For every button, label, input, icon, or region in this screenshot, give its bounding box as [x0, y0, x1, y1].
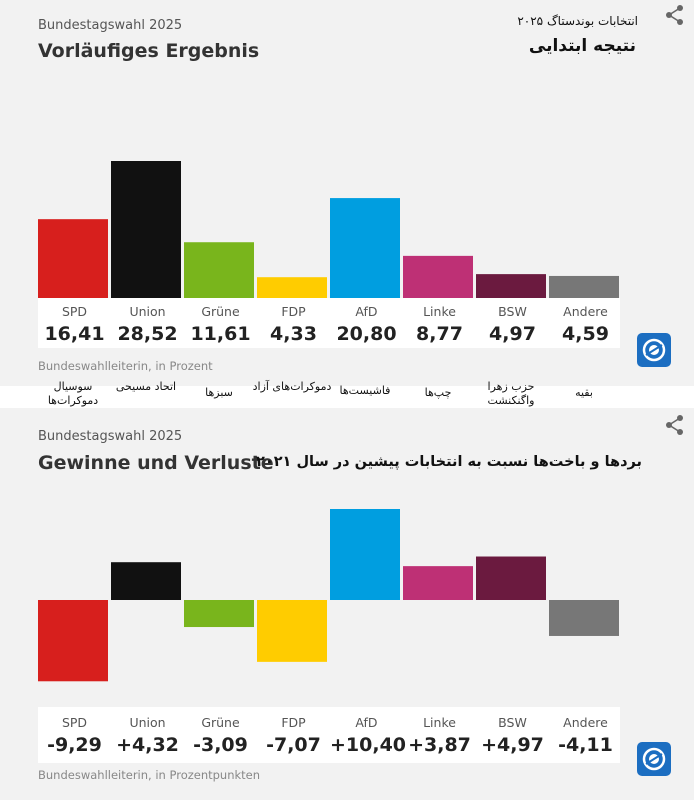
change-bar-gr-ne	[184, 600, 254, 628]
change-value-label: +4,97	[481, 734, 544, 756]
change-value-label: -3,09	[193, 734, 248, 756]
persian-party-name: دموکرات‌های آزاد	[252, 380, 332, 393]
change-category-label: Grüne	[201, 715, 240, 730]
result-big-title: Vorläufiges Ergebnis	[38, 40, 260, 62]
change-label-strip: SPD -9,29 Union +4,32 Grüne -3,09 FDP -7,07 AfD +…	[38, 707, 620, 763]
result-value-label: 20,80	[336, 323, 397, 345]
result-cell-afd: AfD 20,80	[330, 298, 403, 345]
result-bar-spd	[38, 219, 108, 298]
result-label-strip: SPD 16,41 Union 28,52 Grüne 11,61 FDP 4,33 AfD 20…	[38, 298, 620, 348]
change-value-label: +10,40	[330, 734, 407, 756]
tv-logo-icon	[637, 333, 671, 367]
change-bar-afd	[330, 509, 400, 600]
change-cell-fdp: FDP -7,07	[257, 709, 330, 756]
result-bar-andere	[549, 275, 619, 298]
change-bar-union	[111, 562, 181, 600]
result-small-title: Bundestagswahl 2025	[38, 18, 183, 33]
result-bar-bsw	[476, 274, 546, 298]
change-value-label: +3,87	[408, 734, 471, 756]
persian-party-name: فاشیست‌ها	[339, 384, 391, 397]
result-bar-linke	[403, 255, 473, 298]
result-category-label: AfD	[355, 304, 378, 319]
result-cell-spd: SPD 16,41	[38, 298, 111, 345]
result-cell-linke: Linke 8,77	[403, 298, 476, 345]
result-cell-bsw: BSW 4,97	[476, 298, 549, 345]
change-bar-bsw	[476, 556, 546, 600]
change-cell-andere: Andere -4,11	[549, 709, 622, 756]
change-value-label: +4,32	[116, 734, 179, 756]
persian-party-name: سوسیال دموکرات‌ها	[47, 380, 99, 407]
change-cell-bsw: BSW +4,97	[476, 709, 549, 756]
result-category-label: Andere	[563, 304, 608, 319]
result-cell-andere: Andere 4,59	[549, 298, 622, 345]
change-panel: Bundestagswahl 2025 Gewinne und Verluste…	[0, 408, 694, 800]
change-value-label: -7,07	[266, 734, 321, 756]
change-category-label: FDP	[281, 715, 306, 730]
result-bar-union	[111, 161, 181, 298]
result-bar-afd	[330, 198, 400, 298]
result-value-label: 28,52	[117, 323, 178, 345]
change-bar-chart	[38, 509, 619, 682]
share-icon[interactable]	[664, 414, 686, 436]
change-bar-andere	[549, 600, 619, 636]
change-cell-spd: SPD -9,29	[38, 709, 111, 756]
persian-party-name: بقیه	[575, 386, 593, 399]
change-source: Bundeswahlleiterin, in Prozentpunkten	[38, 768, 261, 782]
persian-party-name: حزب زهرا واگنکنشت	[487, 380, 535, 407]
change-small-title: Bundestagswahl 2025	[38, 429, 183, 444]
change-cell-afd: AfD +10,40	[330, 709, 407, 756]
change-value-label: -9,29	[47, 734, 102, 756]
change-category-label: Andere	[563, 715, 608, 730]
result-bar-chart	[38, 161, 619, 298]
change-value-label: -4,11	[558, 734, 613, 756]
result-panel: Bundestagswahl 2025 Vorläufiges Ergebnis…	[0, 0, 694, 386]
result-cell-union: Union 28,52	[111, 298, 184, 345]
result-cell-gr-ne: Grüne 11,61	[184, 298, 257, 345]
result-bar-fdp	[257, 277, 327, 298]
result-value-label: 11,61	[190, 323, 251, 345]
result-category-label: Union	[129, 304, 166, 319]
result-value-label: 4,33	[270, 323, 317, 345]
result-value-label: 16,41	[44, 323, 105, 345]
change-cell-linke: Linke +3,87	[403, 709, 476, 756]
result-value-label: 4,97	[489, 323, 536, 345]
change-category-label: Union	[129, 715, 166, 730]
change-big-title: Gewinne und Verluste	[38, 452, 274, 474]
result-fa-subtitle: انتخابات بوندستاگ ۲۰۲۵	[517, 14, 638, 28]
change-category-label: AfD	[355, 715, 378, 730]
persian-party-name: سبزها	[205, 386, 233, 399]
persian-party-name: چپ‌ها	[424, 386, 452, 399]
change-fa-title: بردها و باخت‌ها نسبت به انتخابات پیشین د…	[256, 454, 642, 470]
change-bar-spd	[38, 600, 108, 682]
change-category-label: SPD	[61, 715, 88, 730]
change-category-label: BSW	[498, 715, 527, 730]
result-value-label: 4,59	[562, 323, 609, 345]
result-category-label: Grüne	[201, 304, 240, 319]
result-fa-title: نتیجه ابتدایی	[528, 36, 636, 56]
change-bar-fdp	[257, 600, 327, 662]
result-category-label: Linke	[423, 304, 456, 319]
change-cell-union: Union +4,32	[111, 709, 184, 756]
result-category-label: BSW	[498, 304, 527, 319]
result-category-label: SPD	[61, 304, 88, 319]
result-bar-gr-ne	[184, 242, 254, 298]
share-icon[interactable]	[664, 4, 686, 26]
change-cell-gr-ne: Grüne -3,09	[184, 709, 257, 756]
result-source: Bundeswahlleiterin, in Prozent	[38, 359, 213, 373]
change-bar-linke	[403, 566, 473, 600]
result-cell-fdp: FDP 4,33	[257, 298, 330, 345]
result-category-label: FDP	[281, 304, 306, 319]
result-value-label: 8,77	[416, 323, 463, 345]
tv-logo-icon	[637, 742, 671, 776]
change-category-label: Linke	[423, 715, 456, 730]
persian-party-name: اتحاد مسیحی	[115, 380, 177, 393]
